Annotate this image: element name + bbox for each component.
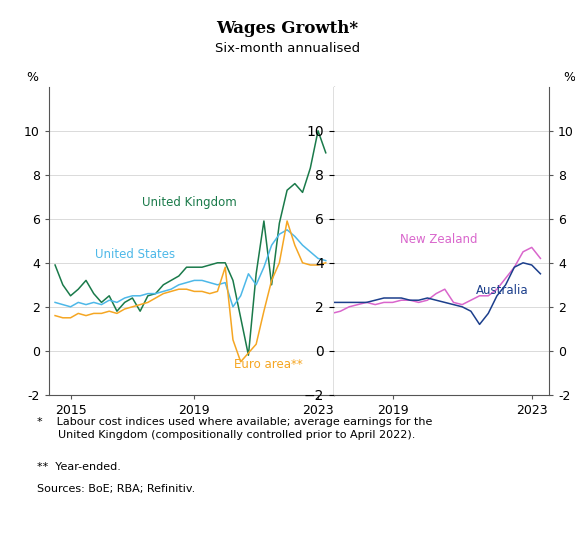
Text: Sources: BoE; RBA; Refinitiv.: Sources: BoE; RBA; Refinitiv. xyxy=(37,484,196,494)
Text: United States: United States xyxy=(95,249,175,262)
Text: Six-month annualised: Six-month annualised xyxy=(215,42,360,55)
Text: **  Year-ended.: ** Year-ended. xyxy=(37,462,121,472)
Text: New Zealand: New Zealand xyxy=(400,233,477,246)
Text: %: % xyxy=(26,71,38,84)
Text: United Kingdom: United Kingdom xyxy=(141,195,236,209)
Text: Wages Growth*: Wages Growth* xyxy=(216,20,359,36)
Text: Australia: Australia xyxy=(476,283,529,297)
Text: *    Labour cost indices used where available; average earnings for the
      Un: * Labour cost indices used where availab… xyxy=(37,417,433,440)
Text: %: % xyxy=(563,71,575,84)
Text: Euro area**: Euro area** xyxy=(235,358,303,371)
